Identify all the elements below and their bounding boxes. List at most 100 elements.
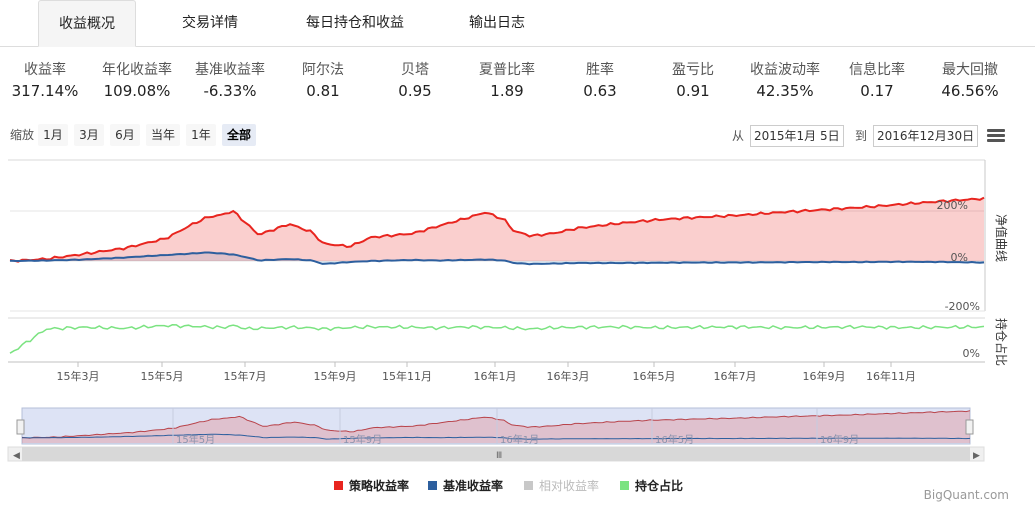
x-tick-label: 15年7月 — [224, 369, 267, 383]
legend-swatch — [524, 481, 533, 490]
legend: 策略收益率 基准收益率 相对收益率 持仓占比 — [0, 477, 1035, 495]
metric-win-rate: 胜率 0.63 — [555, 60, 645, 102]
zoom-6m-button[interactable]: 6月 — [110, 124, 140, 146]
legend-swatch — [334, 481, 343, 490]
y2-tick-label: 0% — [963, 347, 980, 360]
scrollbar-thumb[interactable] — [22, 447, 970, 461]
legend-label: 基准收益率 — [443, 479, 504, 493]
zoom-ytd-button[interactable]: 当年 — [146, 124, 180, 146]
zoom-1m-button[interactable]: 1月 — [38, 124, 68, 146]
metric-return: 收益率 317.14% — [0, 60, 90, 102]
navigator[interactable]: 15年5月 15年9月 16年1月 16年5月 16年9月 ◀ ▶ Ⅲ — [7, 407, 985, 462]
legend-label: 策略收益率 — [349, 479, 410, 493]
metric-value: 0.95 — [398, 82, 432, 100]
x-tick-label: 16年3月 — [547, 369, 590, 383]
metric-value: 1.89 — [490, 82, 524, 100]
metric-label: 收益率 — [24, 62, 66, 78]
metric-value: -6.33% — [203, 82, 257, 100]
x-tick-label: 15年3月 — [57, 369, 100, 383]
metrics-row: 收益率 317.14% 年化收益率 109.08% 基准收益率 -6.33% 阿尔法 0… — [0, 60, 1035, 106]
zoom-all-button[interactable]: 全部 — [222, 124, 256, 146]
metric-value: 0.17 — [860, 82, 894, 100]
range-from-input[interactable]: 2015年1月 5日 — [750, 125, 844, 147]
metric-label: 基准收益率 — [195, 62, 265, 78]
navigator-left-handle[interactable] — [16, 419, 25, 435]
legend-item-position[interactable]: 持仓占比 — [620, 477, 683, 495]
legend-item-relative[interactable]: 相对收益率 — [524, 477, 599, 495]
metric-value: 0.91 — [676, 82, 710, 100]
metric-value: 46.56% — [941, 82, 999, 100]
y-axis-title: 净值曲线 — [994, 214, 1009, 262]
x-tick-label: 16年9月 — [803, 369, 846, 383]
x-tick-label: 16年1月 — [474, 369, 517, 383]
navigator-tick-label: 16年9月 — [820, 433, 859, 446]
metric-value: 0.81 — [306, 82, 340, 100]
navigator-tick-label: 16年5月 — [655, 433, 694, 446]
tab-daily-positions[interactable]: 每日持仓和收益 — [306, 15, 404, 31]
tab-summary[interactable]: 收益概况 — [38, 0, 136, 47]
legend-item-benchmark[interactable]: 基准收益率 — [428, 477, 503, 495]
metric-label: 阿尔法 — [302, 62, 344, 78]
legend-item-strategy[interactable]: 策略收益率 — [334, 477, 409, 495]
navigator-benchmark-line — [21, 433, 971, 440]
legend-swatch — [428, 481, 437, 490]
metric-beta: 贝塔 0.95 — [370, 60, 460, 102]
metric-alpha: 阿尔法 0.81 — [278, 60, 368, 102]
navigator-strategy-area — [22, 410, 970, 443]
legend-label: 相对收益率 — [539, 479, 600, 493]
zoom-label: 缩放 — [10, 128, 35, 142]
x-tick-label: 16年5月 — [633, 369, 676, 383]
metric-label: 信息比率 — [849, 62, 905, 78]
metric-label: 贝塔 — [401, 62, 429, 78]
metric-profit-loss-ratio: 盈亏比 0.91 — [648, 60, 738, 102]
tab-trade-details[interactable]: 交易详情 — [182, 15, 238, 31]
metric-volatility: 收益波动率 42.35% — [740, 60, 830, 102]
zoom-3m-button[interactable]: 3月 — [74, 124, 104, 146]
navigator-strategy-line — [21, 410, 971, 439]
x-tick-label: 15年5月 — [141, 369, 184, 383]
strategy-line[interactable] — [9, 196, 985, 263]
credit-link[interactable]: BigQuant.com — [923, 488, 1009, 502]
y-tick-label: -200% — [945, 300, 980, 313]
benchmark-line[interactable] — [9, 251, 985, 266]
position-line[interactable] — [9, 324, 985, 354]
metric-sharpe: 夏普比率 1.89 — [462, 60, 552, 102]
legend-label: 持仓占比 — [635, 479, 684, 493]
metric-label: 收益波动率 — [750, 62, 820, 78]
metric-annual-return: 年化收益率 109.08% — [92, 60, 182, 102]
metric-value: 42.35% — [756, 82, 814, 100]
metric-information-ratio: 信息比率 0.17 — [832, 60, 922, 102]
y-tick-label: 200% — [937, 199, 968, 212]
tab-output-log[interactable]: 输出日志 — [469, 15, 525, 31]
metric-label: 年化收益率 — [102, 62, 172, 78]
legend-swatch — [620, 481, 629, 490]
metric-label: 夏普比率 — [479, 62, 535, 78]
strategy-area — [10, 197, 984, 262]
range-to-label: 到 — [855, 129, 868, 143]
menu-icon[interactable] — [987, 129, 1005, 143]
scrollbar-grip-icon[interactable]: Ⅲ — [496, 451, 502, 461]
y-tick-label: 0% — [951, 251, 968, 264]
metric-value: 317.14% — [11, 82, 79, 100]
range-from-label: 从 — [732, 129, 745, 143]
navigator-tick-label: 15年9月 — [343, 433, 382, 446]
scroll-left-icon[interactable]: ◀ — [13, 451, 20, 461]
metric-value: 0.63 — [583, 82, 617, 100]
metric-label: 最大回撤 — [942, 62, 998, 78]
returns-chart: 15年3月 15年5月 15年7月 15年9月 15年11月 16年1月 16年3月 16年5… — [7, 159, 1009, 462]
metric-max-drawdown: 最大回撤 46.56% — [925, 60, 1015, 102]
x-tick-label: 15年11月 — [382, 369, 432, 383]
tab-bar: 收益概况 交易详情 每日持仓和收益 输出日志 — [0, 0, 1035, 47]
navigator-tick-label: 15年5月 — [176, 433, 215, 446]
metric-benchmark-return: 基准收益率 -6.33% — [185, 60, 275, 102]
y2-axis-title: 持仓占比 — [994, 318, 1009, 366]
range-to-input[interactable]: 2016年12月30日 — [873, 125, 979, 147]
x-tick-label: 15年9月 — [314, 369, 357, 383]
metric-value: 109.08% — [103, 82, 171, 100]
metric-label: 胜率 — [586, 62, 614, 78]
navigator-right-handle[interactable] — [965, 419, 974, 435]
scroll-right-icon[interactable]: ▶ — [973, 451, 980, 461]
benchmark-area — [10, 252, 984, 265]
zoom-1y-button[interactable]: 1年 — [186, 124, 216, 146]
x-tick-label: 16年7月 — [714, 369, 757, 383]
